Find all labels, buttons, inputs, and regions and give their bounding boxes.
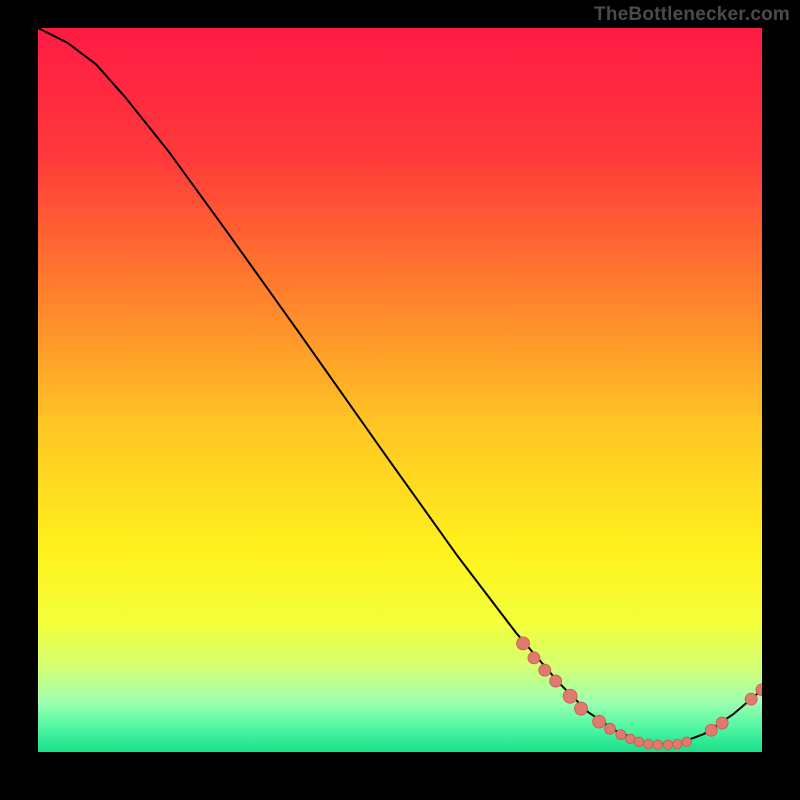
- data-marker: [745, 693, 757, 705]
- data-marker: [517, 637, 530, 650]
- data-marker: [616, 730, 626, 740]
- data-marker: [653, 740, 663, 750]
- data-marker: [682, 737, 692, 747]
- gradient-background: [38, 28, 762, 752]
- data-marker: [563, 689, 577, 703]
- data-marker: [716, 717, 728, 729]
- data-marker: [593, 715, 606, 728]
- data-marker: [575, 702, 588, 715]
- data-marker: [528, 652, 540, 664]
- plot-area: [38, 28, 762, 752]
- chart-stage: TheBottlenecker.com: [0, 0, 800, 800]
- data-marker: [604, 723, 615, 734]
- data-marker: [644, 739, 654, 749]
- data-marker: [625, 734, 635, 744]
- data-marker: [663, 740, 673, 750]
- data-marker: [550, 675, 562, 687]
- plot-svg: [38, 28, 762, 752]
- data-marker: [672, 739, 682, 749]
- data-marker: [634, 737, 644, 747]
- data-marker: [539, 664, 551, 676]
- data-marker: [705, 724, 717, 736]
- watermark-text: TheBottlenecker.com: [594, 4, 790, 26]
